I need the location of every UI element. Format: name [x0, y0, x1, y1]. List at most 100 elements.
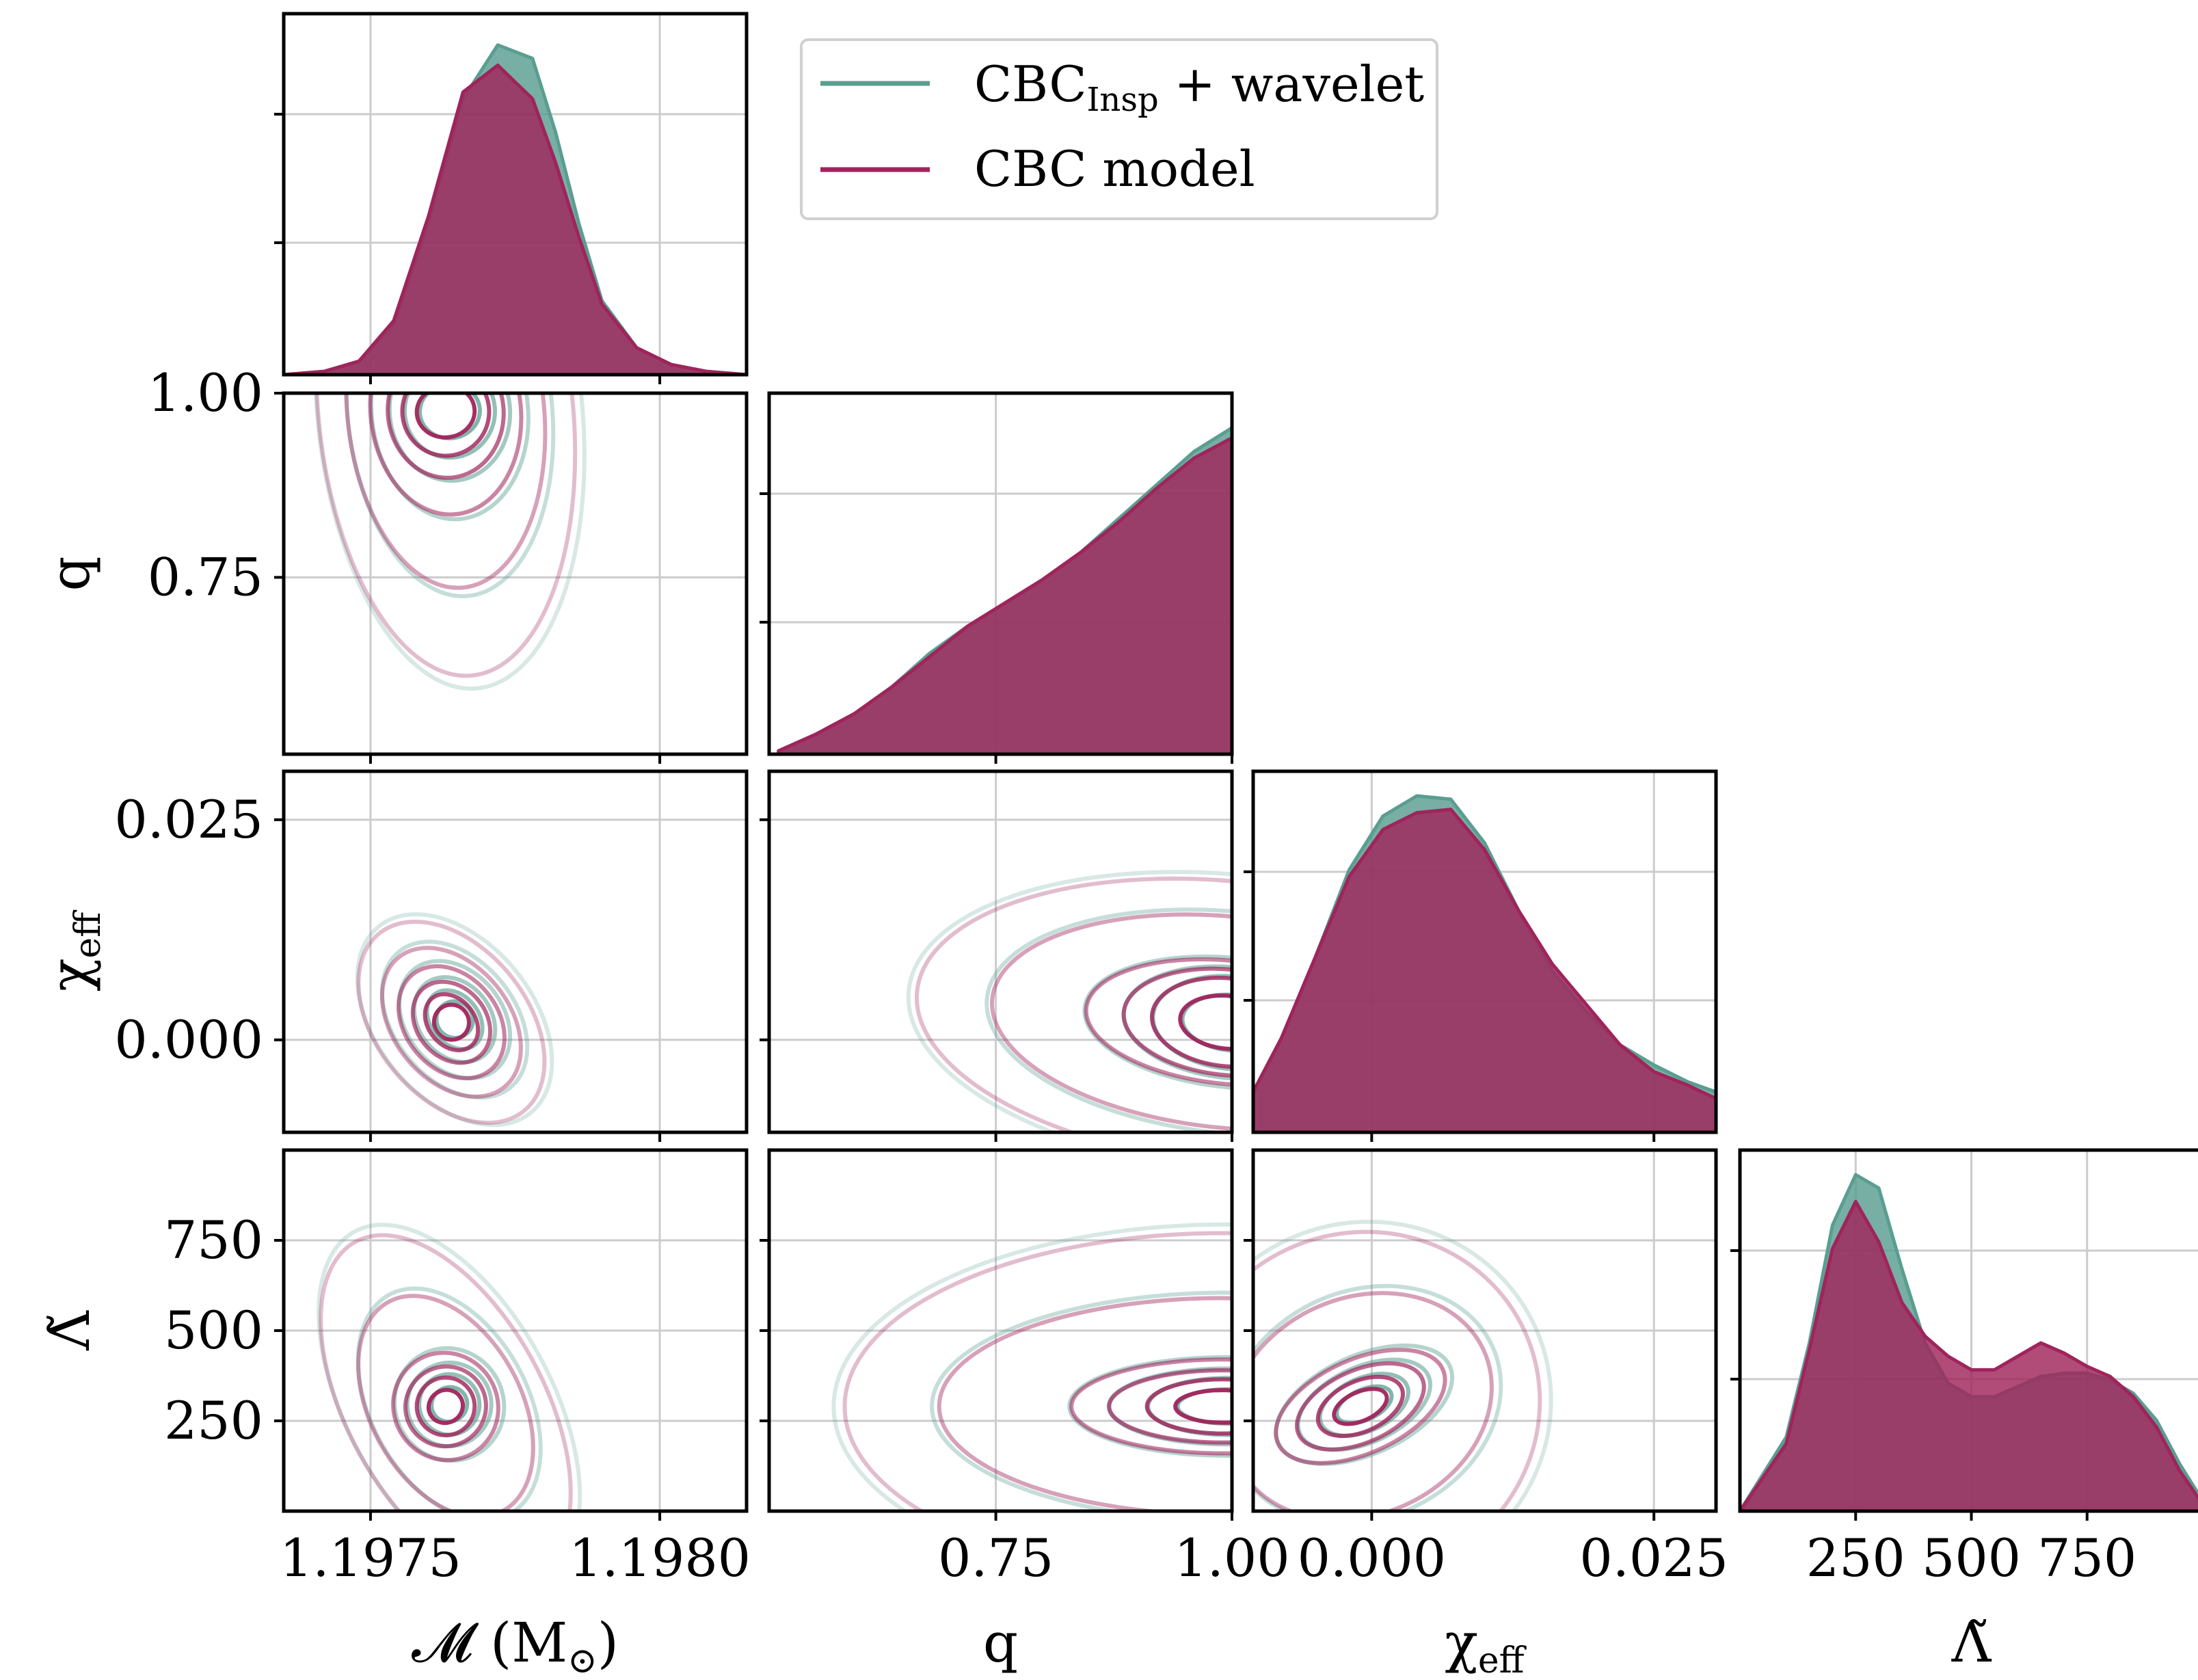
- contour-cbc-model: [1084, 957, 1232, 1088]
- contour-cbc-insp-wavelet: [402, 393, 497, 460]
- ylabel-q: q: [38, 556, 102, 591]
- contour-cbc-insp-wavelet: [1253, 1283, 1503, 1511]
- density-cbc-model: [1253, 808, 1716, 1132]
- contour-cbc-model: [319, 1233, 573, 1511]
- contour-cbc-model: [431, 1002, 471, 1042]
- contour-cbc-insp-wavelet: [930, 1290, 1232, 1511]
- contour-cbc-model: [426, 1387, 465, 1426]
- contour-cbc-insp-wavelet: [405, 1360, 494, 1449]
- contour-cbc-model: [379, 946, 523, 1099]
- marginal-q: [760, 391, 1234, 764]
- contour-cbc-model: [1107, 1368, 1232, 1445]
- panel-q-lambda: 0.75 1.00: [760, 1148, 1290, 1588]
- tick-label-y: 0.000: [114, 1009, 263, 1070]
- panel-Mc-lambda: 250 500 750 1.1975 1.1980: [164, 1148, 751, 1588]
- contour-cbc-model: [1173, 1388, 1232, 1425]
- contour-cbc-model: [842, 1231, 1232, 1511]
- axis-label-main: q: [983, 1611, 1018, 1675]
- axis-label-tail: ): [598, 1611, 619, 1675]
- panel-frame: [767, 1148, 1234, 1513]
- contour-cbc-model: [344, 393, 548, 590]
- tick-label-x: 750: [2037, 1528, 2136, 1588]
- axis-label-main: 𝓜 (M: [412, 1611, 567, 1675]
- marginal-lambda: 250 500 750: [1730, 1148, 2198, 1588]
- contour-cbc-model: [410, 979, 493, 1065]
- contour-cbc-insp-wavelet: [317, 1223, 582, 1511]
- contour-cbc-model: [403, 1364, 488, 1449]
- tick-label-x: 1.1975: [280, 1528, 461, 1588]
- contour-cbc-insp-wavelet: [831, 1222, 1232, 1511]
- contour-cbc-model: [414, 1375, 477, 1438]
- panel-chi_eff-lambda: 0.000 0.025: [1244, 1148, 1728, 1588]
- contour-cbc-model: [1144, 1377, 1232, 1436]
- xlabel-q: q: [983, 1611, 1018, 1675]
- axis-label-main: q: [38, 556, 102, 591]
- contour-cbc-model: [356, 919, 547, 1125]
- tick-label-x: 500: [1922, 1528, 2021, 1588]
- tick-label-y: 250: [164, 1390, 263, 1451]
- plot-area: [1740, 1150, 2198, 1511]
- contour-cbc-model: [1332, 1387, 1389, 1426]
- tick-label-x: 1.1980: [569, 1528, 751, 1588]
- xlabel-Mc: 𝓜 (M⊙): [412, 1611, 619, 1680]
- plot-area: [1253, 1150, 1716, 1511]
- panel-frame: [767, 769, 1234, 1134]
- panel-frame: [767, 391, 1234, 756]
- contour-cbc-model: [1253, 1229, 1542, 1511]
- tick-label-x: 0.025: [1579, 1528, 1728, 1588]
- ylabel-lambda: Λ̃: [38, 1310, 102, 1351]
- contour-cbc-insp-wavelet: [379, 939, 530, 1100]
- panel-frame: [1738, 1148, 2198, 1513]
- density-cbc-model: [777, 436, 1232, 754]
- axis-label-sub: eff: [1478, 1640, 1527, 1680]
- contour-cbc-model: [356, 1294, 535, 1511]
- panel-q-chi_eff: [760, 769, 1234, 1142]
- legend-label-cbc-model: CBC model: [974, 140, 1255, 198]
- axis-label-main: Λ̃: [38, 1310, 102, 1351]
- contour-cbc-model: [368, 393, 524, 517]
- legend-box: [800, 38, 1438, 220]
- tick-label-y: 500: [164, 1300, 263, 1361]
- tick-label-y: 0.025: [114, 789, 263, 850]
- panel-frame: [1251, 769, 1718, 1134]
- contour-cbc-model: [423, 992, 481, 1052]
- contour-cbc-model: [386, 393, 506, 480]
- contour-cbc-model: [1294, 1361, 1426, 1452]
- plot-area: [769, 393, 1232, 754]
- contour-cbc-insp-wavelet: [344, 393, 556, 598]
- tick-label-y: 1.00: [148, 362, 263, 423]
- axis-label-main: Λ̃: [1951, 1611, 1992, 1675]
- contour-cbc-model: [937, 1296, 1232, 1511]
- contour-cbc-insp-wavelet: [355, 912, 554, 1128]
- ylabel-chi_eff: χeff: [38, 909, 109, 991]
- contour-cbc-insp-wavelet: [313, 393, 587, 691]
- tick-label-x: 0.000: [1298, 1528, 1447, 1588]
- contour-cbc-model: [396, 964, 507, 1080]
- contour-cbc-model: [400, 393, 492, 458]
- legend: CBCInsp + wavelet CBC model: [800, 38, 1438, 220]
- contour-cbc-model: [1178, 993, 1232, 1052]
- contour-cbc-model: [1121, 966, 1232, 1078]
- plot-area: [1253, 771, 1716, 1132]
- contour-cbc-model: [914, 877, 1232, 1132]
- tick-label-x: 1.00: [1174, 1528, 1289, 1588]
- plot-area: [769, 1150, 1232, 1511]
- contour-cbc-model: [1253, 1291, 1494, 1511]
- panel-frame: [282, 769, 749, 1134]
- plot-area: [284, 14, 747, 375]
- contour-cbc-model: [1069, 1357, 1232, 1456]
- contour-cbc-insp-wavelet: [906, 870, 1232, 1132]
- tick-label-y: 750: [164, 1210, 263, 1270]
- contour-cbc-model: [1274, 1348, 1447, 1465]
- axis-label-sub: ⊙: [567, 1640, 598, 1680]
- density-cbc-model: [284, 63, 747, 375]
- contour-cbc-insp-wavelet: [397, 959, 513, 1080]
- axis-label-sub: eff: [68, 909, 109, 959]
- axis-label-main: χ: [38, 959, 102, 991]
- panel-Mc-q: 0.75 1.00: [148, 362, 749, 764]
- xlabel-chi_eff: χeff: [1445, 1611, 1527, 1680]
- panel-Mc-chi_eff: 0.000 0.025: [114, 769, 749, 1142]
- tick-label-y: 0.75: [148, 546, 263, 607]
